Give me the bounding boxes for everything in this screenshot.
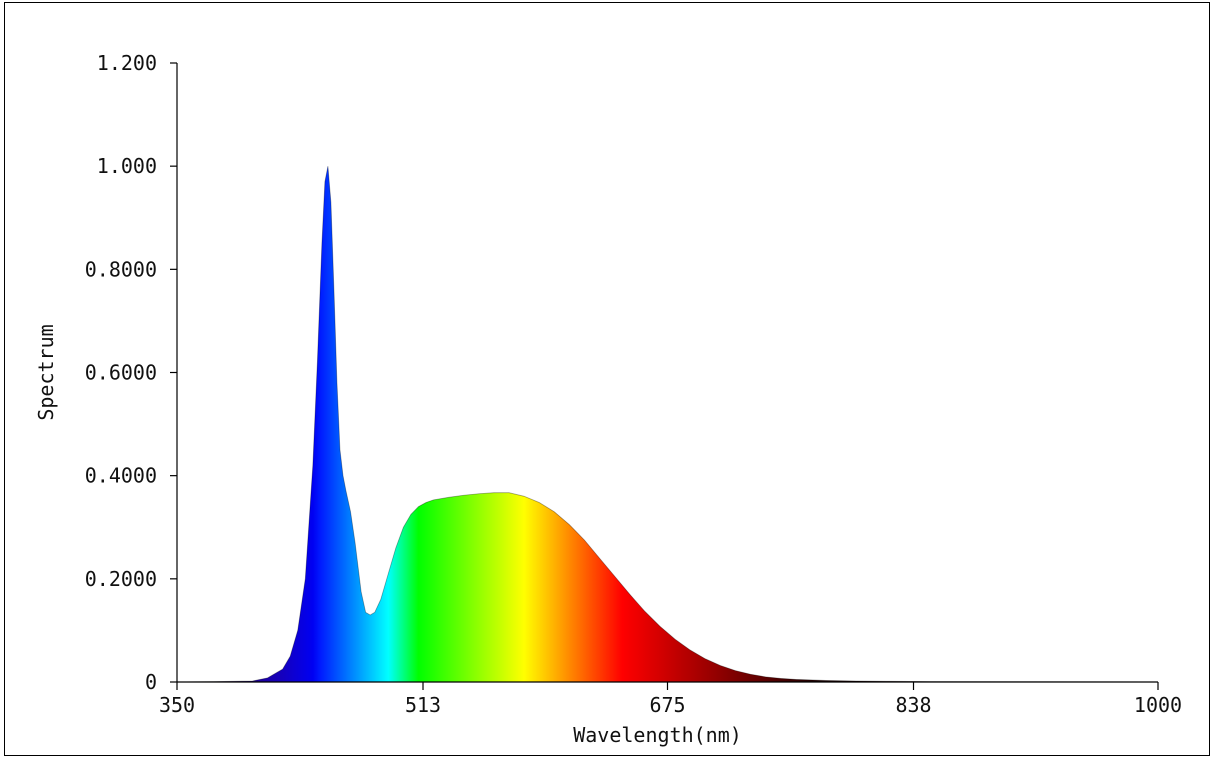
spectrum-fill xyxy=(177,166,1158,683)
x-tick-label: 513 xyxy=(405,693,441,717)
x-tick-label: 838 xyxy=(895,693,931,717)
x-tick-label: 1000 xyxy=(1134,693,1182,717)
y-tick-label: 1.000 xyxy=(97,154,157,178)
y-axis-title: Spectrum xyxy=(34,324,58,420)
x-tick-label: 350 xyxy=(159,693,195,717)
x-axis-title: Wavelength(nm) xyxy=(573,723,742,747)
y-tick-label: 0.4000 xyxy=(85,464,157,488)
y-tick-label: 0.8000 xyxy=(85,257,157,281)
x-tick-label: 675 xyxy=(649,693,685,717)
spectrum-line xyxy=(176,166,1159,683)
y-axis-ticks: 0 0.2000 0.4000 0.6000 0.8000 1.000 1.200 xyxy=(85,51,177,694)
x-axis-ticks: 350 513 675 838 1000 xyxy=(159,682,1182,717)
y-tick-label: 0.6000 xyxy=(85,361,157,385)
y-tick-label: 0 xyxy=(145,670,157,694)
spectrum-area xyxy=(176,166,1159,683)
y-tick-label: 1.200 xyxy=(97,51,157,75)
chart-frame xyxy=(4,2,1210,756)
y-tick-label: 0.2000 xyxy=(85,567,157,591)
